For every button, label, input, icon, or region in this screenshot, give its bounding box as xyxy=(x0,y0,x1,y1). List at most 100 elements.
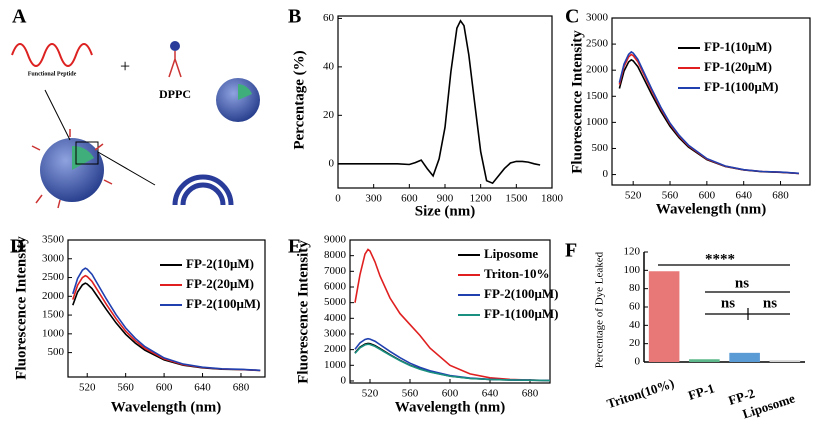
x-tick-label: 640 xyxy=(735,190,752,202)
bar xyxy=(729,352,760,362)
legend-label: Triton-10% xyxy=(484,266,549,281)
x-tick-label: 560 xyxy=(402,388,419,400)
legend-label: FP-2(20μM) xyxy=(186,276,254,291)
y-tick-label: 3000 xyxy=(324,328,347,340)
y-tick-label: 2000 xyxy=(586,64,609,76)
lipid-head xyxy=(170,41,180,51)
series-line xyxy=(354,248,551,382)
y-tick-label: 80 xyxy=(629,282,641,294)
y-tick-label: 2000 xyxy=(42,290,65,302)
x-tick-label: 680 xyxy=(233,382,250,394)
plus-sign: + xyxy=(120,56,130,76)
x-tick-label: 560 xyxy=(662,190,679,202)
y-tick-label: 40 xyxy=(629,319,641,331)
legend-label: FP-2(100μM) xyxy=(484,286,559,301)
x-tick-label: 520 xyxy=(625,190,642,202)
peptide-icon xyxy=(11,43,93,67)
series-line xyxy=(354,337,551,382)
significance-label: ns xyxy=(721,295,735,311)
y-tick-label: 8000 xyxy=(324,249,347,261)
y-tick-label: 2500 xyxy=(42,271,65,283)
y-tick-label: 1000 xyxy=(42,327,65,339)
x-tick-label: 600 xyxy=(156,382,173,394)
significance-label: **** xyxy=(705,251,735,267)
significance-label: ns xyxy=(763,295,777,311)
panel-letter: A xyxy=(12,6,27,28)
x-axis-label: Wavelength (nm) xyxy=(656,201,766,217)
y-tick-label: 0 xyxy=(635,356,641,368)
legend-label: FP-1(100μM) xyxy=(704,79,779,94)
lipid-label: DPPC xyxy=(159,87,191,101)
x-tick-label: 560 xyxy=(117,382,134,394)
zoom-box xyxy=(75,141,99,165)
x-tick-label: 1500 xyxy=(505,193,528,205)
y-tick-label: 40 xyxy=(323,60,335,72)
x-tick-label: FP-1 xyxy=(686,380,716,403)
y-axis-label: Fluorescence Intensity xyxy=(13,236,29,380)
bar xyxy=(648,271,680,362)
y-tick-label: 0 xyxy=(603,168,609,180)
y-tick-label: 1500 xyxy=(586,90,609,102)
plot-frame xyxy=(611,17,811,186)
x-tick-label: 0 xyxy=(335,193,341,205)
x-axis-label: Wavelength (nm) xyxy=(395,399,505,415)
x-tick-label: 520 xyxy=(362,388,379,400)
x-tick-label: 900 xyxy=(437,193,454,205)
x-tick-label: 680 xyxy=(522,388,539,400)
x-tick-label: 680 xyxy=(772,190,789,202)
y-tick-label: 6000 xyxy=(324,281,347,293)
x-axis-label: Size (nm) xyxy=(415,203,475,219)
y-tick-label: 5000 xyxy=(324,296,347,308)
legend-label: FP-1(10μM) xyxy=(704,39,772,54)
bar xyxy=(689,359,720,362)
panel-letter: E xyxy=(288,236,301,258)
y-tick-label: 0 xyxy=(341,374,347,386)
panel-a: A Functional Peptide + DPPC xyxy=(11,6,260,209)
x-tick-label: 520 xyxy=(79,382,96,394)
y-tick-label: 3000 xyxy=(586,12,609,24)
y-tick-label: 1000 xyxy=(586,116,609,128)
series-line xyxy=(72,267,261,372)
x-tick-label: 1800 xyxy=(541,193,564,205)
y-tick-label: 1500 xyxy=(42,309,65,321)
x-tick-label: 640 xyxy=(194,382,211,394)
bilayer-section xyxy=(172,174,234,206)
y-tick-label: 500 xyxy=(592,142,609,154)
significance-label: ns xyxy=(735,275,749,291)
legend-label: FP-2(10μM) xyxy=(186,256,254,271)
y-tick-label: 100 xyxy=(624,264,641,276)
y-tick-label: 1000 xyxy=(324,359,347,371)
x-tick-label: 600 xyxy=(442,388,459,400)
x-tick-label: 640 xyxy=(482,388,499,400)
legend-label: FP-1(20μM) xyxy=(704,59,772,74)
bar xyxy=(769,360,801,362)
y-tick-label: 3000 xyxy=(42,252,65,264)
peptide-strand xyxy=(31,129,113,209)
legend-label: FP-2(100μM) xyxy=(186,296,261,311)
x-tick-label: 1200 xyxy=(470,193,493,205)
y-tick-label: 4000 xyxy=(324,312,347,324)
y-tick-label: 2500 xyxy=(586,38,609,50)
y-tick-label: 120 xyxy=(624,246,641,258)
y-tick-label: 60 xyxy=(323,12,335,24)
y-axis-label: Percentage of Dye Leaked xyxy=(594,251,606,368)
series-line xyxy=(618,50,799,175)
panel-letter: F xyxy=(565,240,577,262)
x-axis-label: Wavelength (nm) xyxy=(111,399,221,415)
y-tick-label: 20 xyxy=(323,109,335,121)
series-line xyxy=(338,19,541,185)
y-axis-label: Percentage (%) xyxy=(291,50,307,149)
y-tick-label: 0 xyxy=(329,157,335,169)
panel-letter: D xyxy=(10,236,24,258)
peptide-label: Functional Peptide xyxy=(28,71,77,77)
y-axis-label: Fluorescence Intensity xyxy=(295,240,311,384)
y-axis-label: Fluorescence Intensity xyxy=(569,30,585,174)
liposome-core xyxy=(238,84,252,100)
x-tick-label: 600 xyxy=(699,190,716,202)
arrow xyxy=(44,89,156,186)
x-tick-label: 300 xyxy=(365,193,382,205)
x-tick-label: Triton(10%) xyxy=(605,375,676,411)
x-tick-label: 600 xyxy=(401,193,418,205)
panel-letter: C xyxy=(565,6,579,28)
y-tick-label: 7000 xyxy=(324,265,347,277)
